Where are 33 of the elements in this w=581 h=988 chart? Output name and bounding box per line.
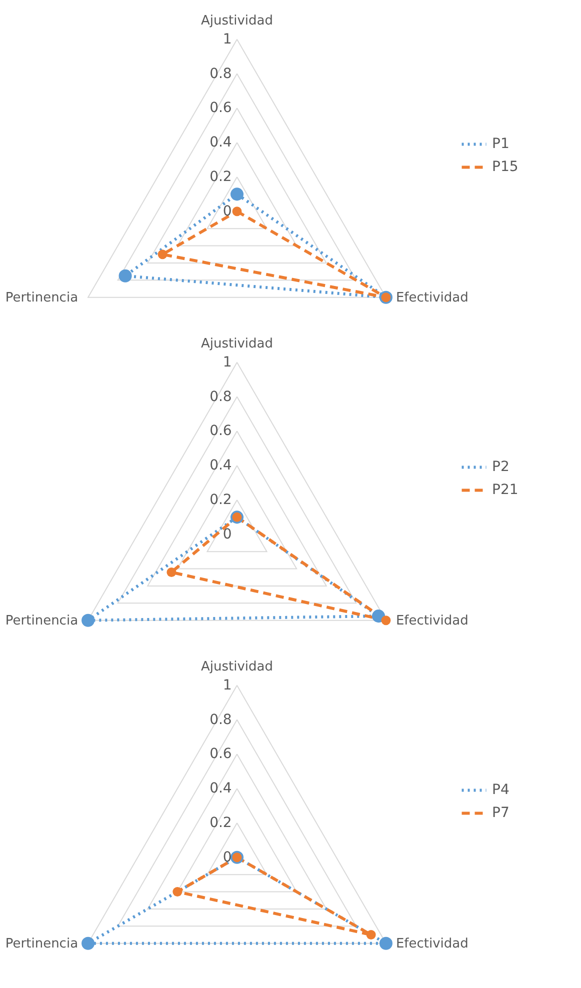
y-tick-label: 0.2: [210, 814, 232, 831]
legend-label: P4: [492, 782, 510, 798]
y-tick-label: 0: [222, 526, 232, 542]
spoke-label: Pertinencia: [5, 613, 78, 628]
spoke-label: Efectividad: [396, 936, 468, 952]
y-tick-label: 0.8: [210, 388, 232, 405]
spoke-label: Ajustividad: [200, 659, 274, 674]
spoke-label: Efectividad: [396, 290, 468, 306]
spoke-label: Ajustividad: [200, 13, 274, 28]
legend-label: P7: [492, 805, 510, 822]
spoke-label: Efectividad: [396, 613, 468, 628]
y-tick-label: 0.8: [210, 712, 232, 728]
legend-label: P1: [492, 136, 510, 152]
y-tick-label: 0.6: [210, 423, 232, 440]
spoke-label: Pertinencia: [5, 936, 78, 952]
y-tick-label: 0.4: [210, 134, 232, 151]
y-tick-label: 1: [222, 677, 232, 694]
y-tick-label: 0.6: [210, 100, 232, 116]
spoke-label: Pertinencia: [5, 290, 78, 306]
y-tick-label: 0.4: [210, 458, 232, 474]
y-tick-label: 1: [222, 31, 232, 48]
legend-label: P15: [492, 159, 518, 176]
y-tick-label: 0.2: [210, 492, 232, 508]
y-tick-label: 0.4: [210, 780, 232, 797]
y-tick-label: 0.8: [210, 66, 232, 82]
y-tick-label: 0: [222, 849, 232, 866]
y-tick-label: 0.2: [210, 168, 232, 185]
spoke-label: Ajustividad: [200, 336, 274, 352]
legend-label: P21: [492, 482, 518, 498]
legend-label: P2: [492, 459, 510, 476]
y-tick-label: 0.6: [210, 746, 232, 762]
y-tick-label: 1: [222, 354, 232, 370]
y-tick-label: 0: [222, 203, 232, 220]
